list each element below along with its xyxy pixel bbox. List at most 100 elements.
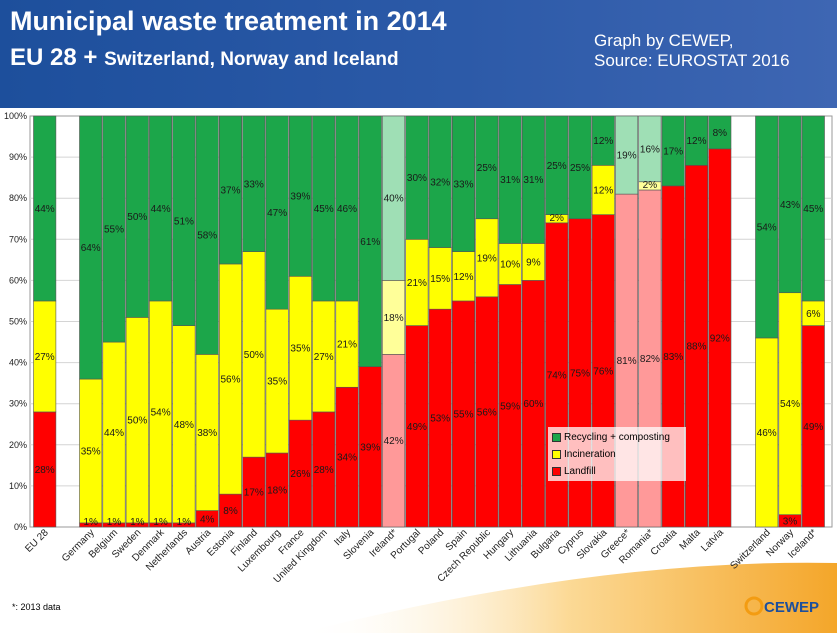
data-label: 1% (177, 517, 192, 528)
data-label: 48% (174, 420, 194, 431)
bar-segment-recycling (335, 115, 359, 302)
data-label: 46% (757, 428, 777, 439)
data-label: 43% (780, 200, 800, 211)
data-label: 55% (453, 409, 473, 420)
data-label: 17% (244, 488, 264, 499)
y-tick-label: 90% (9, 152, 27, 162)
header-banner: Municipal waste treatment in 2014 EU 28 … (0, 0, 837, 108)
y-axis-ticks: 0% 10% 20% 30% 40% 50% 60% 70% 80% 90% 100% (4, 111, 27, 532)
bar-segment-recycling (428, 115, 452, 248)
data-label: 12% (593, 185, 613, 196)
data-label: 60% (523, 399, 543, 410)
data-label: 30% (407, 173, 427, 184)
bar-segment-recycling (125, 115, 149, 318)
bar-segment-recycling (102, 115, 126, 343)
legend: Recycling + composting Incineration Land… (548, 427, 686, 481)
legend-label-incineration: Incineration (564, 448, 616, 460)
data-label: 16% (640, 144, 660, 155)
data-label: 44% (35, 204, 55, 215)
data-label: 8% (713, 128, 728, 139)
legend-swatch-landfill (552, 466, 561, 476)
cewep-logo: CEWEP (744, 596, 819, 616)
bar-segment-recycling (498, 115, 522, 244)
data-label: 50% (127, 212, 147, 223)
data-label: 4% (200, 514, 215, 525)
data-label: 54% (757, 222, 777, 233)
data-label: 74% (547, 370, 567, 381)
data-label: 18% (267, 486, 287, 497)
bar-segment-recycling (591, 115, 615, 166)
data-label: 1% (130, 517, 145, 528)
data-label: 56% (220, 375, 240, 386)
data-label: 54% (151, 407, 171, 418)
data-label: 54% (780, 399, 800, 410)
subtitle-main: EU 28 + (10, 44, 105, 71)
legend-label-landfill: Landfill (564, 465, 596, 477)
y-tick-label: 80% (9, 193, 27, 203)
data-label: 35% (290, 344, 310, 355)
data-label: 35% (267, 377, 287, 388)
data-label: 45% (803, 204, 823, 215)
data-label: 88% (686, 342, 706, 353)
logo-text: CEWEP (764, 599, 819, 616)
data-label: 61% (360, 237, 380, 248)
bar-segment-recycling (545, 115, 569, 215)
y-tick-label: 100% (4, 111, 27, 121)
data-label: 51% (174, 216, 194, 227)
y-tick-label: 10% (9, 481, 27, 491)
bar-segment-recycling (405, 115, 429, 240)
data-label: 1% (83, 517, 98, 528)
data-label: 39% (290, 192, 310, 203)
bar-segment-recycling (801, 115, 825, 302)
data-label: 58% (197, 231, 217, 242)
bar-segment-recycling (521, 115, 545, 244)
bar-segment-recycling (615, 115, 639, 195)
bar-segment-recycling (638, 115, 662, 183)
bar-segment-recycling (79, 115, 103, 380)
data-label: 28% (314, 465, 334, 476)
data-label: 2% (643, 180, 658, 191)
chart-title: Municipal waste treatment in 2014 (10, 6, 447, 36)
bar-segment-recycling (778, 115, 802, 294)
data-label: 1% (153, 517, 168, 528)
legend-item-recycling: Recycling + composting (552, 430, 670, 444)
data-label: 25% (547, 161, 567, 172)
data-label: 50% (127, 416, 147, 427)
subtitle-countries: Switzerland, Norway and Iceland (104, 49, 399, 70)
x-tick-label: Poland (417, 527, 447, 557)
y-tick-label: 30% (9, 399, 27, 409)
bars (33, 115, 825, 528)
footnote: *: 2013 data (12, 602, 61, 612)
y-tick-label: 50% (9, 317, 27, 327)
data-label: 53% (430, 414, 450, 425)
bar-segment-recycling (33, 115, 57, 302)
data-label: 49% (803, 422, 823, 433)
data-label: 17% (663, 146, 683, 157)
data-label: 49% (407, 422, 427, 433)
data-label: 31% (523, 175, 543, 186)
decorative-swoosh (300, 562, 837, 633)
data-label: 26% (290, 469, 310, 480)
bar-segment-recycling (312, 115, 336, 302)
data-label: 18% (384, 313, 404, 324)
y-tick-label: 0% (14, 522, 27, 532)
data-label: 50% (244, 350, 264, 361)
legend-item-landfill: Landfill (552, 464, 596, 478)
x-tick-label: Latvia (699, 527, 726, 554)
bar-segment-recycling (382, 115, 406, 281)
bar-segment-recycling (661, 115, 685, 187)
bar-segment-recycling (358, 115, 382, 368)
credit-line-2: Source: EUROSTAT 2016 (594, 51, 790, 70)
data-label: 35% (81, 446, 101, 457)
bar-segment-recycling (288, 115, 312, 277)
data-label: 10% (500, 259, 520, 270)
bar-segment-recycling (708, 115, 732, 150)
data-label: 33% (453, 179, 473, 190)
x-tick-label: Malta (678, 527, 703, 552)
bar-segment-recycling (172, 115, 196, 326)
data-label: 21% (407, 278, 427, 289)
bar-segment-recycling (755, 115, 779, 339)
bar-segment-recycling (684, 115, 708, 166)
data-label: 37% (220, 185, 240, 196)
chart-subtitle: EU 28 + Switzerland, Norway and Iceland (10, 44, 399, 72)
